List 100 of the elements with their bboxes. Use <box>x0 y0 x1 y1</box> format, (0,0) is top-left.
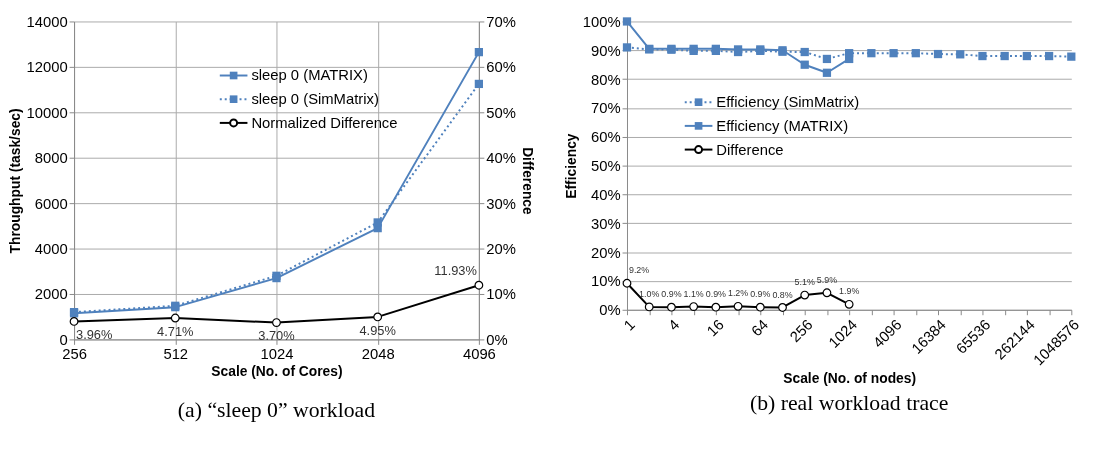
point <box>845 54 854 64</box>
y-tick-label: 40% <box>590 186 621 203</box>
point <box>1000 51 1009 61</box>
y2-tick-label: 70% <box>486 13 516 30</box>
x-tick-label: 4096 <box>462 345 496 362</box>
point <box>755 302 765 312</box>
y-tick-label: 0% <box>599 302 621 319</box>
y-tick-label: 100% <box>582 13 621 30</box>
point <box>272 318 281 327</box>
y-tick-label: 0 <box>59 331 68 348</box>
point <box>373 312 383 322</box>
point <box>844 299 854 309</box>
y-tick-label: 80% <box>590 71 621 88</box>
y2-tick-label: 20% <box>486 240 516 257</box>
y-tick-label: 8000 <box>34 150 68 167</box>
point <box>474 280 484 290</box>
point <box>474 79 484 89</box>
x-tick-label: 256 <box>786 316 816 346</box>
y-tick-label: 10% <box>590 273 621 290</box>
point <box>622 278 632 288</box>
legend-label: sleep 0 (SimMatrix) <box>251 91 379 108</box>
data-label: 3.70% <box>258 328 295 344</box>
y-tick-label: 60% <box>590 129 621 146</box>
y-axis-title: Throughput (task/sec) <box>6 108 23 254</box>
x-axis-title: Scale (No. of nodes) <box>783 370 917 387</box>
data-label: 1.0% <box>639 289 660 300</box>
point <box>474 47 484 57</box>
point <box>622 43 632 52</box>
point <box>889 49 898 58</box>
data-label: 5.9% <box>816 274 838 285</box>
y-tick-label: 30% <box>590 215 621 232</box>
y-tick-label: 20% <box>590 244 621 261</box>
data-label: 0.9% <box>705 289 727 300</box>
data-label: 9.2% <box>628 265 650 276</box>
point <box>69 317 79 326</box>
x-tick-label: 1 <box>620 316 638 334</box>
y-tick-label: 10000 <box>26 104 68 121</box>
x-tick-label: 16 <box>703 316 727 340</box>
point <box>1044 51 1054 61</box>
point <box>822 54 832 64</box>
data-label: 0.9% <box>750 289 771 300</box>
y-tick-label: 70% <box>590 100 621 117</box>
point <box>644 302 654 312</box>
point <box>622 17 632 26</box>
point <box>1022 51 1032 61</box>
y2-tick-label: 40% <box>486 150 516 167</box>
y2-axis-title: Difference <box>519 147 536 216</box>
data-label: 4.95% <box>359 322 396 338</box>
data-label: 11.93% <box>434 263 477 279</box>
data-label: 1.2% <box>727 288 749 299</box>
y2-tick-label: 30% <box>486 195 516 212</box>
y-tick-label: 14000 <box>26 13 68 30</box>
data-label: 0.9% <box>661 289 682 300</box>
data-label: 0.8% <box>772 289 793 300</box>
point <box>667 302 676 312</box>
x-axis-title: Scale (No. of Cores) <box>211 363 343 380</box>
point <box>822 68 832 77</box>
legend-label: sleep 0 (MATRIX) <box>251 67 368 84</box>
data-label: 1.1% <box>683 288 704 299</box>
point <box>933 49 943 59</box>
text: (a) “sleep 0” workload <box>177 398 376 423</box>
legend-label: Difference <box>716 141 784 158</box>
y2-tick-label: 50% <box>486 104 516 121</box>
point <box>978 51 987 61</box>
legend-label: Efficiency (MATRIX) <box>716 117 849 134</box>
point <box>956 50 965 59</box>
point <box>778 303 787 312</box>
y-tick-label: 2000 <box>34 286 68 303</box>
text: (b) real workload trace <box>749 391 949 416</box>
data-label: 5.1% <box>794 277 815 288</box>
y-tick-label: 6000 <box>34 195 68 212</box>
point <box>711 302 721 312</box>
y-tick-label: 12000 <box>26 59 68 76</box>
point <box>800 60 809 69</box>
y-axis-title: Efficiency <box>562 133 579 199</box>
point <box>800 290 810 300</box>
point <box>170 313 180 323</box>
y-tick-label: 4000 <box>34 240 68 257</box>
legend-label: Normalized Difference <box>251 114 398 131</box>
point <box>733 301 743 311</box>
data-label: 1.9% <box>839 286 860 297</box>
y-tick-label: 50% <box>590 158 621 175</box>
x-tick-label: 64 <box>748 316 772 340</box>
y-tick-label: 90% <box>590 42 621 59</box>
point <box>689 302 699 312</box>
point <box>911 49 920 58</box>
point <box>867 49 876 58</box>
legend-label: Efficiency (SimMatrix) <box>716 94 860 111</box>
x-tick-label: 512 <box>163 345 189 362</box>
x-tick-label: 2048 <box>361 345 395 362</box>
point <box>1067 52 1076 61</box>
data-label: 4.71% <box>157 323 194 339</box>
data-label: 3.96% <box>76 327 113 343</box>
y2-tick-label: 0% <box>486 331 508 348</box>
y2-tick-label: 10% <box>486 286 516 303</box>
x-tick-label: 256 <box>62 345 87 362</box>
y2-tick-label: 60% <box>486 59 516 76</box>
point <box>800 47 809 57</box>
point <box>373 218 382 227</box>
x-tick-label: 1024 <box>260 345 294 362</box>
